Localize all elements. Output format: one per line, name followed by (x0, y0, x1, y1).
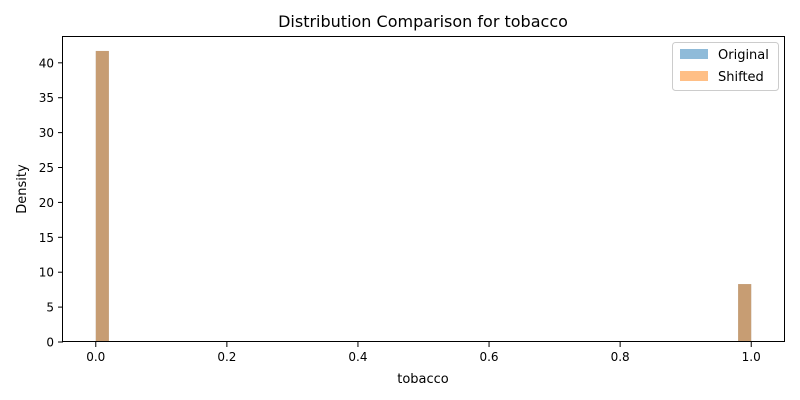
y-tick-label: 5 (46, 301, 54, 315)
bar-shifted-0 (95, 50, 109, 343)
legend-label-shifted: Shifted (718, 70, 764, 85)
x-tick-label: 1.0 (742, 350, 761, 364)
x-axis-label: tobacco (397, 372, 449, 387)
y-tick-label: 15 (39, 231, 54, 245)
x-tick-label: 0.4 (348, 350, 367, 364)
y-axis-ticks: 0 5 10 15 20 25 30 35 40 (39, 56, 63, 350)
y-tick-label: 25 (39, 161, 54, 175)
x-tick-label: 0.0 (86, 350, 105, 364)
y-tick-label: 40 (39, 56, 54, 70)
bars-group (95, 50, 752, 343)
legend-swatch-shifted (680, 71, 708, 81)
y-tick-label: 10 (39, 266, 54, 280)
x-tick-label: 0.2 (217, 350, 236, 364)
legend-label-original: Original (718, 48, 769, 63)
bar-shifted-1 (738, 284, 752, 342)
y-tick-label: 35 (39, 91, 54, 105)
y-tick-label: 0 (46, 336, 54, 350)
y-tick-label: 30 (39, 126, 54, 140)
x-tick-label: 0.6 (479, 350, 498, 364)
legend: Original Shifted (672, 42, 779, 91)
x-tick-label: 0.8 (611, 350, 630, 364)
chart-title: Distribution Comparison for tobacco (278, 12, 568, 31)
plot-frame (62, 36, 785, 342)
x-axis-ticks: 0.0 0.2 0.4 0.6 0.8 1.0 (86, 342, 761, 364)
legend-swatch-original (680, 49, 708, 59)
y-tick-label: 20 (39, 196, 54, 210)
y-axis-label: Density (15, 164, 30, 214)
